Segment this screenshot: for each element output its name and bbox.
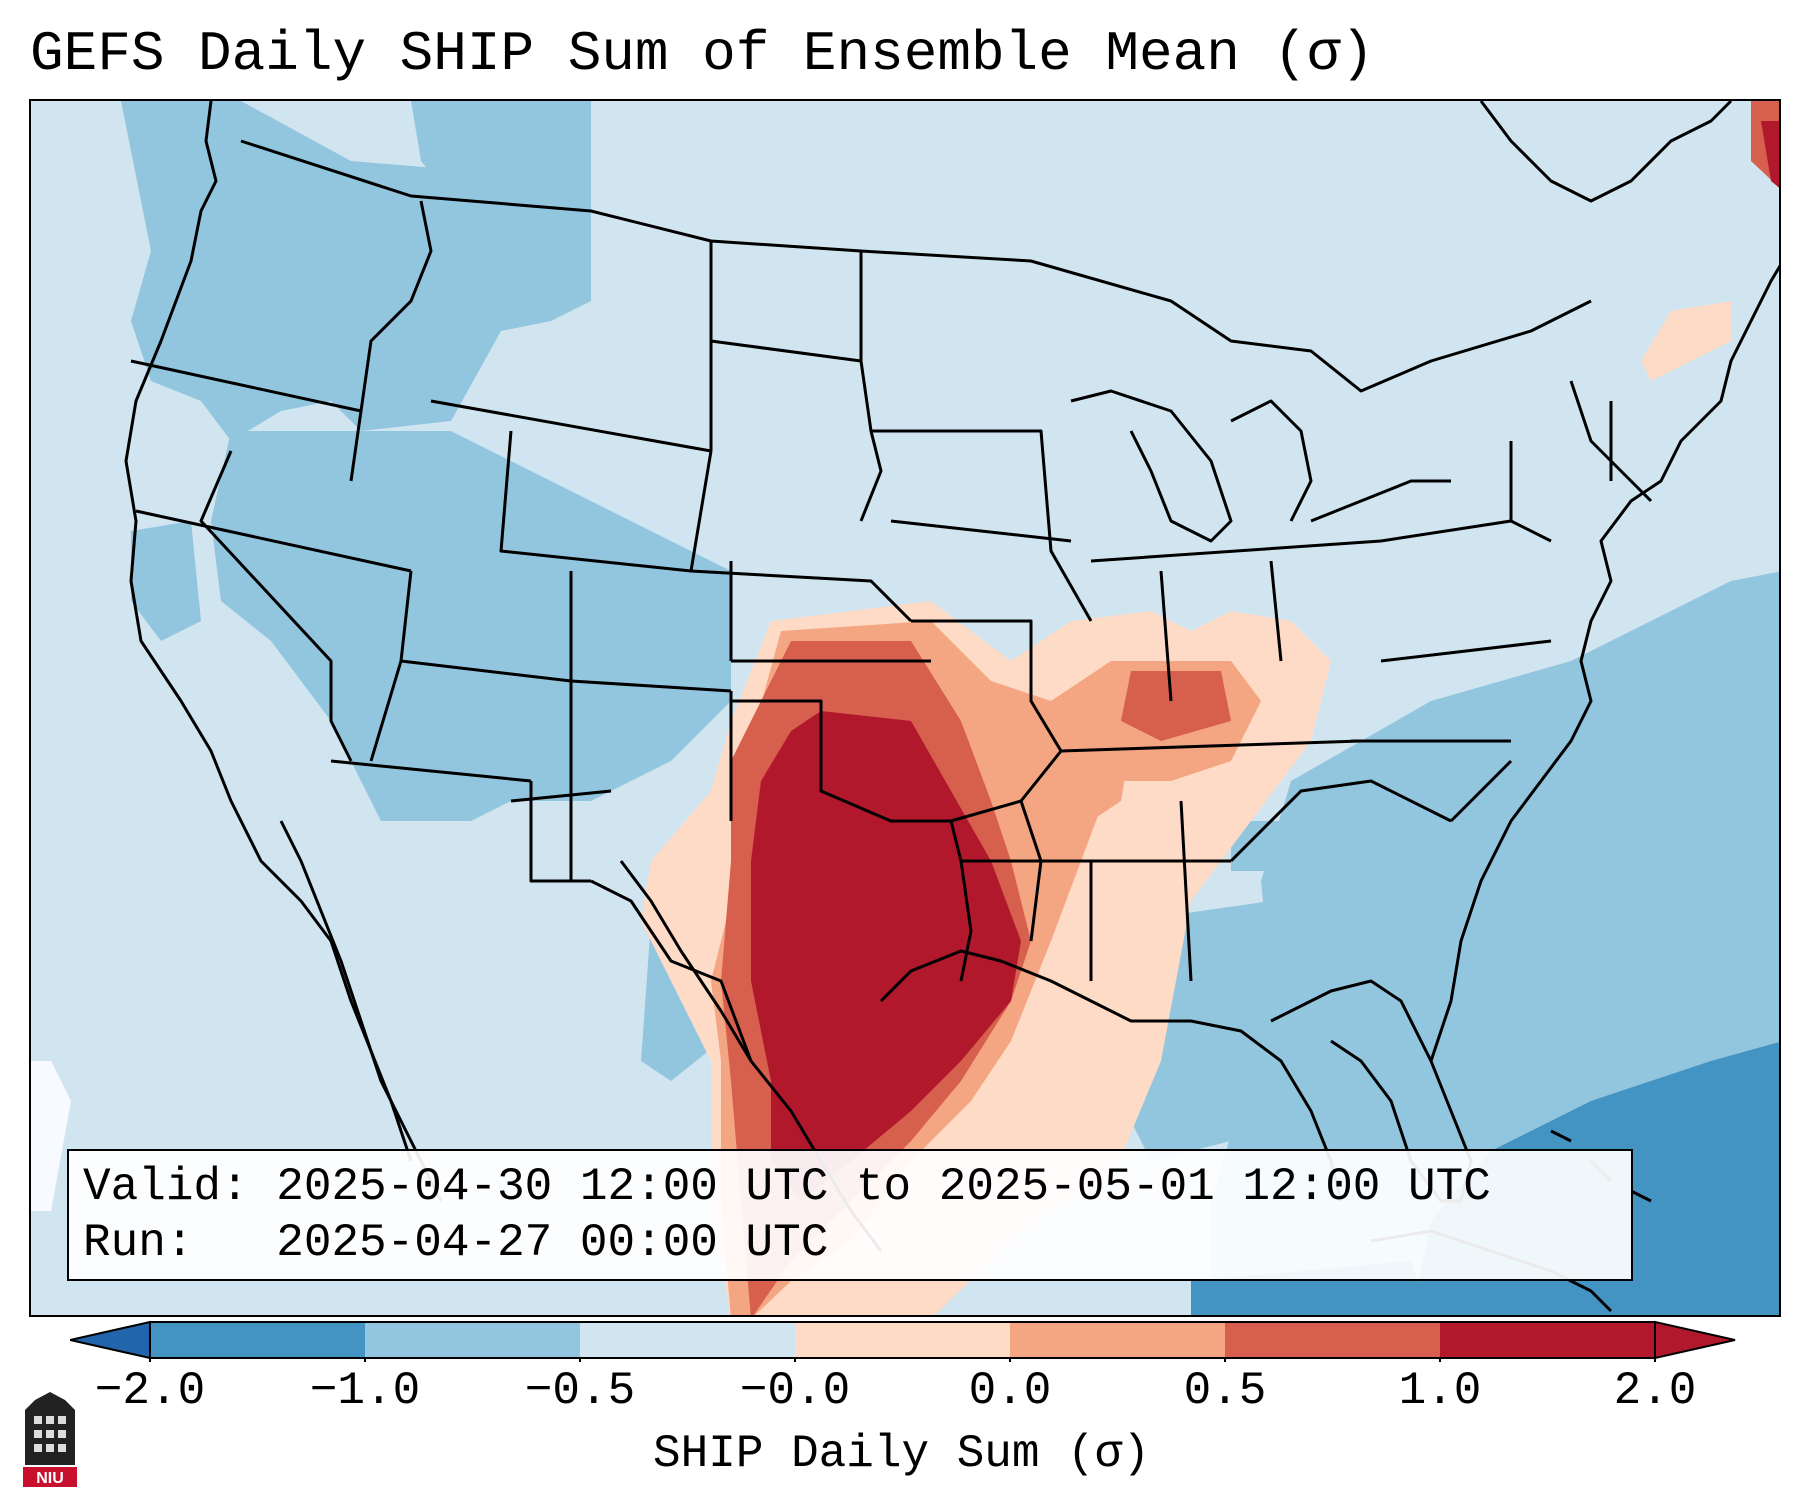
map-panel: [29, 99, 1781, 1317]
colorbar-tick-label: −0.5: [524, 1365, 636, 1417]
colorbar-tick-label: −0.0: [739, 1365, 851, 1417]
colorbar-segment: [150, 1322, 365, 1358]
colorbar-tick-label: −2.0: [94, 1365, 206, 1417]
ocean-white-patch: [31, 1061, 71, 1211]
colorbar-extend-low: [70, 1320, 151, 1360]
colorbar-segment: [365, 1322, 580, 1358]
colorbar-segment: [1010, 1322, 1225, 1358]
map-canvas: [31, 101, 1779, 1315]
colorbar-segment: [1225, 1322, 1440, 1358]
colorbar-tick-label: 2.0: [1613, 1365, 1697, 1417]
colorbar-segment: [580, 1322, 795, 1358]
colorbar: [70, 1320, 1736, 1362]
colorbar-tick-label: 0.0: [968, 1365, 1052, 1417]
logo-text: NIU: [36, 1470, 64, 1487]
colorbar-extend-high: [1654, 1320, 1736, 1360]
colorbar-tick-label: −1.0: [309, 1365, 421, 1417]
state-borders: [130, 139, 1653, 1062]
colorbar-tick-label: 0.5: [1183, 1365, 1267, 1417]
niu-logo: NIU: [23, 1392, 77, 1487]
valid-run-info-box: Valid: 2025-04-30 12:00 UTC to 2025-05-0…: [67, 1149, 1633, 1281]
colorbar-segment: [1440, 1322, 1655, 1358]
map-title: GEFS Daily SHIP Sum of Ensemble Mean (σ): [30, 22, 1375, 86]
run-time-line: Run: 2025-04-27 00:00 UTC: [83, 1217, 829, 1269]
colorbar-segment: [795, 1322, 1010, 1358]
colorbar-axis-label: SHIP Daily Sum (σ): [653, 1428, 1150, 1480]
valid-time-line: Valid: 2025-04-30 12:00 UTC to 2025-05-0…: [83, 1161, 1491, 1213]
colorbar-tick-label: 1.0: [1398, 1365, 1482, 1417]
